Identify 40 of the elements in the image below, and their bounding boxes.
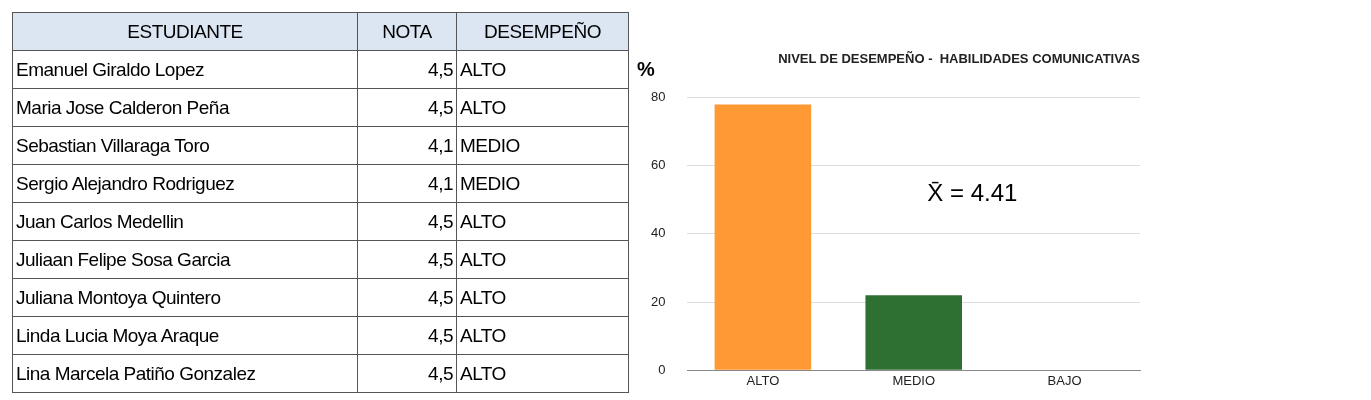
text: 4,5	[357, 316, 457, 355]
text: Sergio Alejandro Rodriguez	[12, 164, 358, 203]
annotation: X̄ = 4.41	[927, 179, 1018, 207]
x-tick-label: MEDIO	[892, 372, 936, 388]
text: 4,5	[357, 88, 457, 127]
x-tick-label: ALTO	[746, 372, 780, 388]
text: DESEMPEÑO	[456, 12, 629, 51]
text: 4,5	[357, 354, 457, 393]
y-tick-label: 60	[650, 157, 666, 173]
text: 4,5	[357, 278, 457, 317]
y-tick-label: 80	[650, 89, 666, 105]
text: Emanuel Giraldo Lopez	[12, 50, 358, 89]
text: 4,5	[357, 50, 457, 89]
text: Lina Marcela Patiño Gonzalez	[12, 354, 358, 393]
text: 4,5	[357, 240, 457, 279]
text: ESTUDIANTE	[12, 12, 358, 51]
text: Juliana Montoya Quintero	[12, 278, 358, 317]
text: ALTO	[456, 240, 629, 279]
text: MEDIO	[456, 126, 629, 165]
text: Juan Carlos Medellin	[12, 202, 358, 241]
text: Juliaan Felipe Sosa Garcia	[12, 240, 358, 279]
text: 4,5	[357, 202, 457, 241]
text: ALTO	[456, 202, 629, 241]
text: Linda Lucia Moya Araque	[12, 316, 358, 355]
y-tick-label: 40	[650, 225, 666, 241]
text: MEDIO	[456, 164, 629, 203]
text: 4,1	[357, 126, 457, 165]
text: ALTO	[456, 278, 629, 317]
text: ALTO	[456, 50, 629, 89]
chart-title: NIVEL DE DESEMPEÑO - HABILIDADES COMUNICATIVAS	[778, 51, 1141, 67]
y-tick-label: 0	[658, 361, 666, 377]
text: 4,1	[357, 164, 457, 203]
text: NOTA	[357, 12, 457, 51]
y-axis-title: %	[637, 57, 655, 80]
text: ALTO	[456, 316, 629, 355]
text: ALTO	[456, 88, 629, 127]
y-tick-label: 20	[650, 293, 666, 309]
x-tick-label: BAJO	[1047, 372, 1082, 388]
text: Sebastian Villaraga Toro	[12, 126, 358, 165]
text: Maria Jose Calderon Peña	[12, 88, 358, 127]
